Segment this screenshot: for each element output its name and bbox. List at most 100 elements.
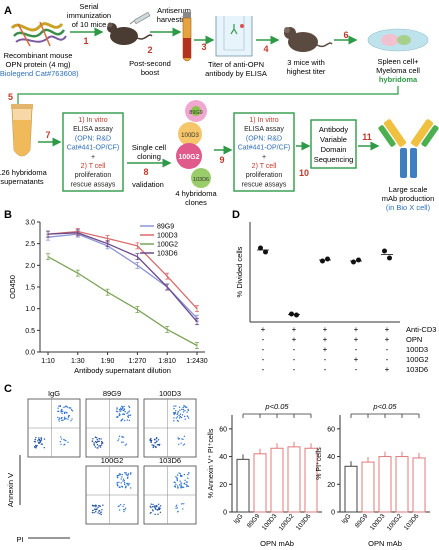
event-dot: [177, 485, 179, 487]
hybridoma-cell-icon: [367, 28, 429, 52]
condition-sign: +: [323, 325, 328, 334]
event-dot: [180, 483, 182, 485]
clone-100G2: 100G2: [178, 154, 199, 161]
event-dot: [178, 406, 181, 408]
y-tick-label: 40: [219, 454, 227, 461]
flow-title: IgG: [48, 389, 60, 398]
event-dot: [130, 473, 132, 475]
flow-x-label: PI: [16, 535, 23, 544]
event-dot: [186, 415, 189, 417]
event-dot: [64, 418, 66, 420]
supernatants-line-2: supernatants: [0, 177, 44, 186]
data-point: [387, 255, 392, 261]
event-dot: [63, 416, 66, 418]
bar: [361, 461, 375, 513]
event-dot: [121, 476, 123, 478]
event-dot: [175, 507, 177, 510]
bar: [270, 447, 284, 513]
event-dot: [100, 440, 103, 443]
data-point: [294, 312, 299, 318]
event-dot: [126, 477, 129, 479]
condition-label: 103D6: [406, 365, 428, 374]
event-dot: [66, 412, 68, 414]
event-dot: [68, 414, 70, 417]
event-dot: [152, 503, 154, 506]
event-dot: [123, 413, 125, 415]
condition-label: 100G2: [406, 355, 429, 364]
y-tick-label: 0: [331, 510, 335, 517]
screen-line: ELISA assay: [73, 126, 113, 133]
flow-title: 100D3: [159, 389, 181, 398]
event-dot: [182, 508, 184, 510]
elisa-well-icon: [215, 16, 253, 57]
event-dot: [40, 443, 43, 445]
step-6: 6: [343, 30, 348, 40]
event-dot: [91, 504, 94, 507]
event-dot: [91, 440, 94, 442]
event-dot: [150, 503, 153, 505]
event-dot: [100, 511, 102, 513]
divided-cells-dot-plot: % Divided cells+++++Anti-CD3 & CD28-++++…: [235, 222, 439, 374]
event-dot: [128, 410, 131, 412]
screen-line: 1) In vitro: [78, 117, 107, 124]
flow-cytometry-grid: IgG 89G9 100D3 100G2 103D6 Annexin V PI: [6, 389, 197, 544]
event-dot: [175, 483, 177, 486]
event-dot: [154, 441, 156, 444]
event-dot: [64, 405, 67, 408]
event-dot: [116, 408, 118, 410]
event-dot: [178, 484, 181, 486]
event-dot: [150, 506, 152, 509]
event-dot: [43, 438, 46, 440]
category-label: 100D3: [369, 512, 387, 531]
event-dot: [118, 481, 120, 484]
serum-tube-icon: [182, 12, 192, 62]
event-dot: [184, 418, 186, 420]
data-point: [320, 258, 325, 264]
immunization-line-3: of 10 mice: [72, 20, 107, 29]
condition-sign: +: [292, 335, 297, 344]
event-dot: [175, 504, 178, 507]
event-dot: [173, 420, 175, 422]
event-dot: [100, 513, 102, 516]
event-dot: [119, 504, 122, 506]
step-1: 1: [83, 36, 88, 46]
event-dot: [71, 410, 74, 412]
event-dot: [176, 477, 178, 479]
event-dot: [43, 446, 45, 449]
event-dot: [116, 407, 118, 409]
event-dot: [173, 413, 175, 416]
event-dot: [33, 440, 36, 443]
event-dot: [71, 418, 73, 420]
category-label: IgG: [340, 513, 352, 526]
event-dot: [154, 445, 156, 448]
event-dot: [70, 420, 72, 422]
screen-line: 1) In vitro: [249, 117, 278, 124]
event-dot: [150, 437, 152, 440]
event-dot: [183, 405, 186, 407]
harvest-line-2: harvesting: [157, 15, 192, 24]
condition-sign: +: [354, 325, 359, 334]
event-dot: [180, 482, 182, 484]
event-dot: [185, 406, 188, 408]
event-dot: [117, 474, 120, 477]
event-dot: [91, 511, 94, 514]
event-dot: [121, 435, 123, 438]
screen-line: ELISA assay: [244, 126, 284, 133]
event-dot: [96, 437, 98, 439]
event-dot: [94, 446, 96, 448]
event-dot: [93, 511, 95, 514]
condition-sign: +: [354, 355, 359, 364]
event-dot: [177, 420, 179, 422]
condition-sign: -: [386, 355, 389, 364]
event-dot: [182, 486, 185, 488]
condition-sign: +: [354, 335, 359, 344]
event-dot: [151, 509, 154, 511]
event-dot: [61, 410, 63, 413]
event-dot: [70, 409, 73, 411]
event-dot: [95, 511, 97, 513]
antigen-catalog: (Biolegend Cat#763608): [0, 69, 79, 78]
event-dot: [129, 414, 132, 416]
event-dot: [122, 480, 124, 482]
fusion-hybridoma: hybridoma: [379, 75, 418, 84]
